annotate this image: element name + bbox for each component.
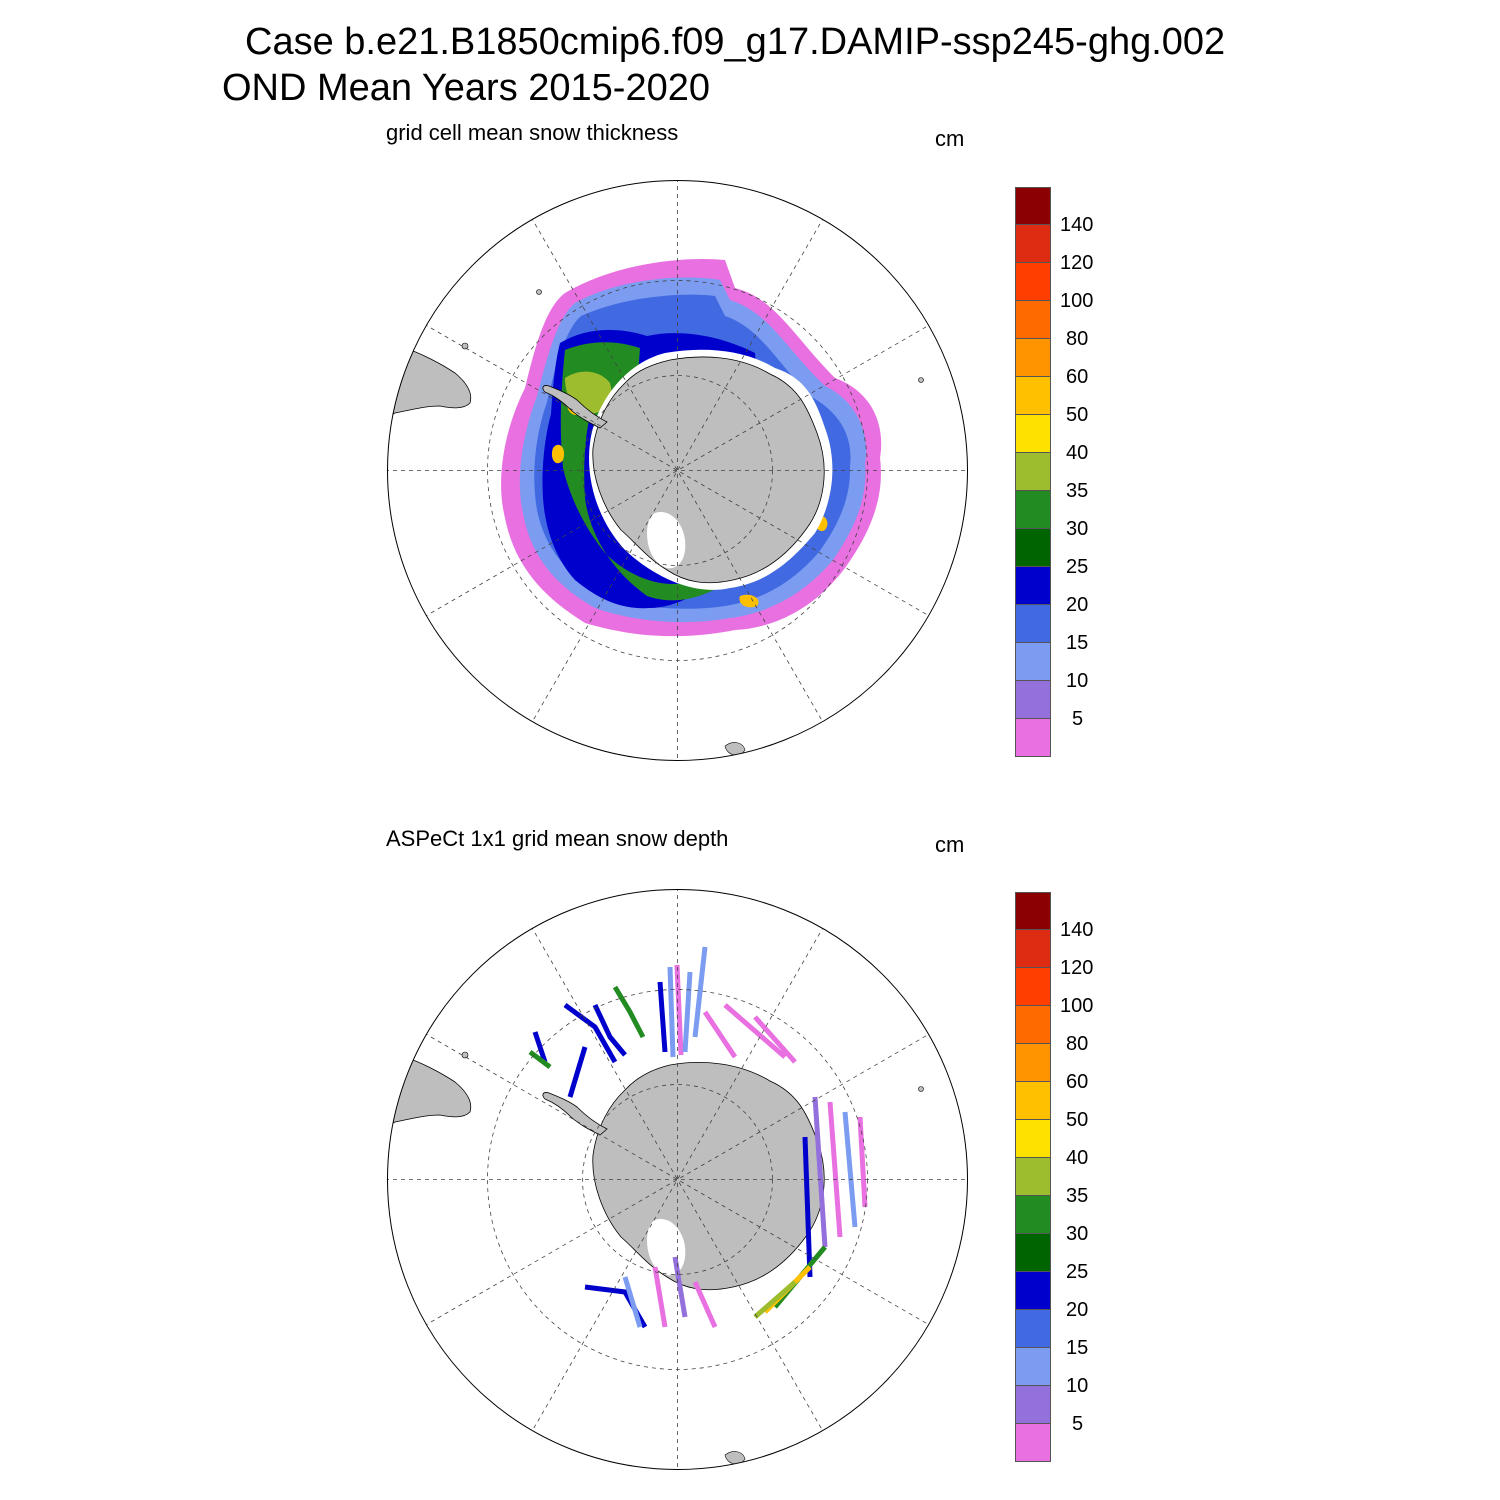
colorbar-segment [1015, 187, 1051, 225]
colorbar-label: 140 [1060, 214, 1094, 236]
colorbar-segment [1015, 339, 1051, 377]
colorbar-label: 20 [1066, 594, 1089, 616]
colorbar-label: 120 [1060, 957, 1094, 979]
colorbar-label: 15 [1066, 632, 1089, 654]
colorbar-segment [1015, 453, 1051, 491]
colorbar-segment [1015, 1082, 1051, 1120]
colorbar-segment [1015, 681, 1051, 719]
colorbar-label: 25 [1066, 1261, 1089, 1283]
graticule [387, 889, 968, 1470]
colorbar-segment [1015, 225, 1051, 263]
south-america-land [387, 342, 472, 419]
colorbar-segment [1015, 491, 1051, 529]
island [724, 742, 746, 756]
observation-tracks [528, 946, 868, 1329]
colorbar-segment [1015, 1386, 1051, 1424]
map-boundary [387, 889, 968, 1470]
colorbar-label: 40 [1066, 442, 1089, 464]
island [461, 1051, 469, 1059]
colorbar-label: 25 [1066, 556, 1089, 578]
colorbar-segment [1015, 529, 1051, 567]
colorbar-label: 10 [1066, 670, 1089, 692]
colorbar-label: 50 [1066, 404, 1089, 426]
colorbar-label: 5 [1072, 1413, 1084, 1435]
colorbar-segment [1015, 968, 1051, 1006]
panel-1-units: cm [935, 126, 965, 151]
colorbar-label: 140 [1060, 919, 1094, 941]
period-title: OND Mean Years 2015-2020 [222, 67, 710, 109]
colorbar-label: 35 [1066, 480, 1089, 502]
colorbar-segment [1015, 377, 1051, 415]
colorbar-segment [1015, 1310, 1051, 1348]
colorbar-label: 80 [1066, 328, 1089, 350]
colorbar-label: 10 [1066, 1375, 1089, 1397]
colorbar-segment [1015, 605, 1051, 643]
colorbar-label: 30 [1066, 518, 1089, 540]
island [918, 377, 924, 383]
antarctic-peninsula [542, 1092, 608, 1136]
map-boundary [387, 180, 968, 761]
colorbar-segment [1015, 263, 1051, 301]
colorbar-segment [1015, 1044, 1051, 1082]
antarctic-peninsula [542, 385, 608, 429]
panel-1-title: grid cell mean snow thickness [386, 120, 679, 145]
colorbar-label: 20 [1066, 1299, 1089, 1321]
colorbar-segment [1015, 719, 1051, 757]
panel-1-map [385, 178, 970, 763]
colorbar-segment [1015, 643, 1051, 681]
island [536, 289, 542, 295]
colorbar-label: 35 [1066, 1185, 1089, 1207]
colorbar-segment [1015, 1006, 1051, 1044]
panel-1-colorbar [1015, 187, 1051, 757]
colorbar-label: 15 [1066, 1337, 1089, 1359]
colorbar-segment [1015, 1272, 1051, 1310]
colorbar-label: 60 [1066, 1071, 1089, 1093]
panel-1-map-svg [387, 180, 968, 761]
colorbar-segment [1015, 1196, 1051, 1234]
colorbar-label: 100 [1060, 995, 1094, 1017]
colorbar-segment [1015, 301, 1051, 339]
panel-2-colorbar [1015, 892, 1051, 1462]
island [918, 1086, 924, 1092]
graticule [387, 180, 968, 761]
south-america-land [387, 1051, 472, 1128]
colorbar-segment [1015, 1120, 1051, 1158]
colorbar-label: 100 [1060, 290, 1094, 312]
island [724, 1451, 746, 1465]
colorbar-segment [1015, 1234, 1051, 1272]
colorbar-segment [1015, 567, 1051, 605]
panel-2-map-svg [387, 889, 968, 1470]
island [461, 342, 469, 350]
colorbar-segment [1015, 1424, 1051, 1462]
colorbar-label: 120 [1060, 252, 1094, 274]
colorbar-label: 60 [1066, 366, 1089, 388]
colorbar-segment [1015, 930, 1051, 968]
colorbar-label: 30 [1066, 1223, 1089, 1245]
colorbar-label: 80 [1066, 1033, 1089, 1055]
ross-sea-gap [647, 512, 686, 569]
panel-2-units: cm [935, 832, 965, 857]
colorbar-label: 5 [1072, 708, 1084, 730]
panel-2-map [385, 887, 970, 1472]
panel-2-title: ASPeCt 1x1 grid mean snow depth [386, 826, 729, 851]
colorbar-segment [1015, 415, 1051, 453]
antarctica-land [592, 1062, 825, 1291]
case-title: Case b.e21.B1850cmip6.f09_g17.DAMIP-ssp2… [245, 21, 1226, 63]
colorbar-segment [1015, 1348, 1051, 1386]
colorbar-label: 50 [1066, 1109, 1089, 1131]
colorbar-segment [1015, 1158, 1051, 1196]
colorbar-segment [1015, 892, 1051, 930]
colorbar-label: 40 [1066, 1147, 1089, 1169]
